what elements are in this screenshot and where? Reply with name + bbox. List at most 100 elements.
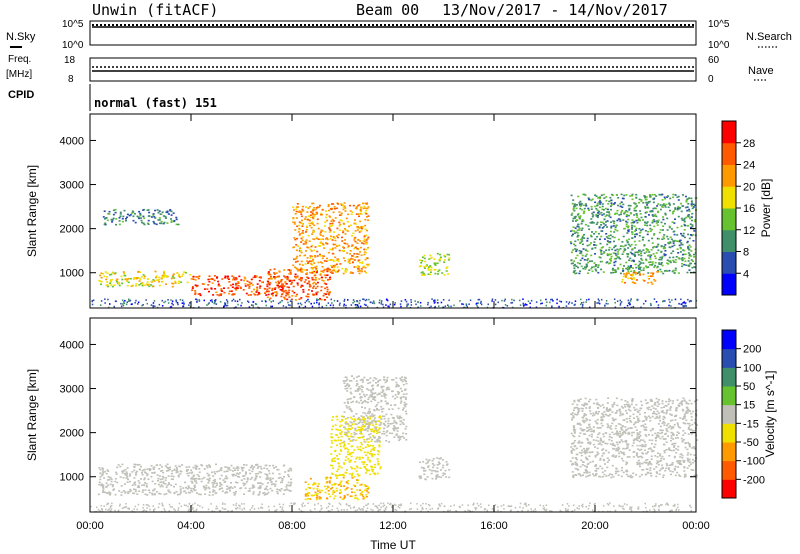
data-cell xyxy=(426,461,429,464)
data-cell xyxy=(193,477,196,480)
data-cell xyxy=(363,205,366,208)
data-cell xyxy=(629,257,632,260)
data-cell xyxy=(191,286,194,288)
data-cell xyxy=(405,412,408,415)
data-cell xyxy=(635,474,638,476)
data-cell xyxy=(378,427,381,429)
data-cell xyxy=(477,298,480,301)
data-cell xyxy=(686,406,689,409)
data-cell xyxy=(628,207,631,210)
data-cell xyxy=(608,215,611,217)
data-cell xyxy=(639,210,642,212)
data-cell xyxy=(237,282,240,284)
data-cell xyxy=(257,487,260,489)
data-cell xyxy=(377,384,379,386)
data-cell xyxy=(477,306,479,309)
data-cell xyxy=(594,247,597,249)
data-cell xyxy=(304,254,307,257)
data-cell xyxy=(629,427,632,429)
data-cell xyxy=(661,432,664,434)
data-cell xyxy=(351,258,354,260)
data-cell xyxy=(247,490,250,492)
data-cell xyxy=(591,198,594,200)
data-cell xyxy=(674,208,677,210)
data-cell xyxy=(651,210,654,213)
data-cell xyxy=(605,300,608,302)
data-cell xyxy=(590,242,592,244)
data-cell xyxy=(153,472,156,474)
data-cell xyxy=(402,409,404,411)
data-cell xyxy=(133,277,136,279)
data-cell xyxy=(261,300,263,302)
data-cell xyxy=(385,388,388,391)
data-cell xyxy=(355,401,358,403)
data-cell xyxy=(329,216,332,218)
data-cell xyxy=(226,302,229,304)
data-cell xyxy=(380,418,383,420)
data-cell xyxy=(662,218,665,221)
data-cell xyxy=(593,241,596,243)
data-cell xyxy=(597,271,600,274)
data-cell xyxy=(434,299,436,301)
data-cell xyxy=(400,300,403,302)
data-cell xyxy=(658,263,661,265)
data-cell xyxy=(580,238,583,241)
data-cell xyxy=(607,409,610,411)
data-cell xyxy=(374,396,377,399)
data-cell xyxy=(642,269,645,271)
data-cell xyxy=(363,298,365,301)
data-cell xyxy=(615,412,618,414)
data-cell xyxy=(680,217,683,220)
data-cell xyxy=(138,277,141,279)
data-cell xyxy=(369,450,372,453)
data-cell xyxy=(251,284,254,286)
data-cell xyxy=(171,285,174,288)
data-cell xyxy=(683,301,685,303)
data-cell xyxy=(152,306,154,308)
data-cell xyxy=(376,472,379,475)
data-cell xyxy=(209,466,211,468)
data-cell xyxy=(267,293,270,296)
data-cell xyxy=(289,271,292,274)
data-cell xyxy=(378,424,381,426)
data-cell xyxy=(280,279,283,281)
data-cell xyxy=(690,203,693,206)
data-cell xyxy=(364,299,367,302)
data-cell xyxy=(226,477,229,480)
data-cell xyxy=(630,222,633,224)
data-cell xyxy=(323,299,326,301)
data-cell xyxy=(152,489,155,491)
data-cell xyxy=(266,285,269,288)
data-cell xyxy=(355,423,358,426)
data-cell xyxy=(577,226,580,228)
data-cell xyxy=(574,205,577,207)
data-cell xyxy=(316,281,319,284)
data-cell xyxy=(634,272,637,274)
data-cell xyxy=(106,479,109,481)
data-cell xyxy=(399,377,402,380)
data-cell xyxy=(103,477,106,479)
data-cell xyxy=(366,305,369,308)
data-cell xyxy=(335,490,338,492)
data-cell xyxy=(315,268,318,270)
data-cell xyxy=(130,285,133,287)
data-cell xyxy=(358,386,361,388)
data-cell xyxy=(370,453,373,455)
data-cell xyxy=(444,305,447,307)
data-cell xyxy=(146,302,148,305)
data-cell xyxy=(319,245,322,247)
data-cell xyxy=(190,489,193,492)
data-cell xyxy=(101,473,104,476)
colorbar-tick-label: 20 xyxy=(743,181,755,193)
data-cell xyxy=(602,209,605,211)
data-cell xyxy=(689,246,692,248)
data-cell xyxy=(600,230,603,232)
data-cell xyxy=(214,472,217,475)
data-cell xyxy=(678,462,681,465)
data-cell xyxy=(329,248,332,251)
data-cell xyxy=(173,491,176,494)
data-cell xyxy=(651,450,654,453)
data-cell xyxy=(154,209,157,212)
data-cell xyxy=(626,241,629,244)
data-cell xyxy=(609,196,612,199)
